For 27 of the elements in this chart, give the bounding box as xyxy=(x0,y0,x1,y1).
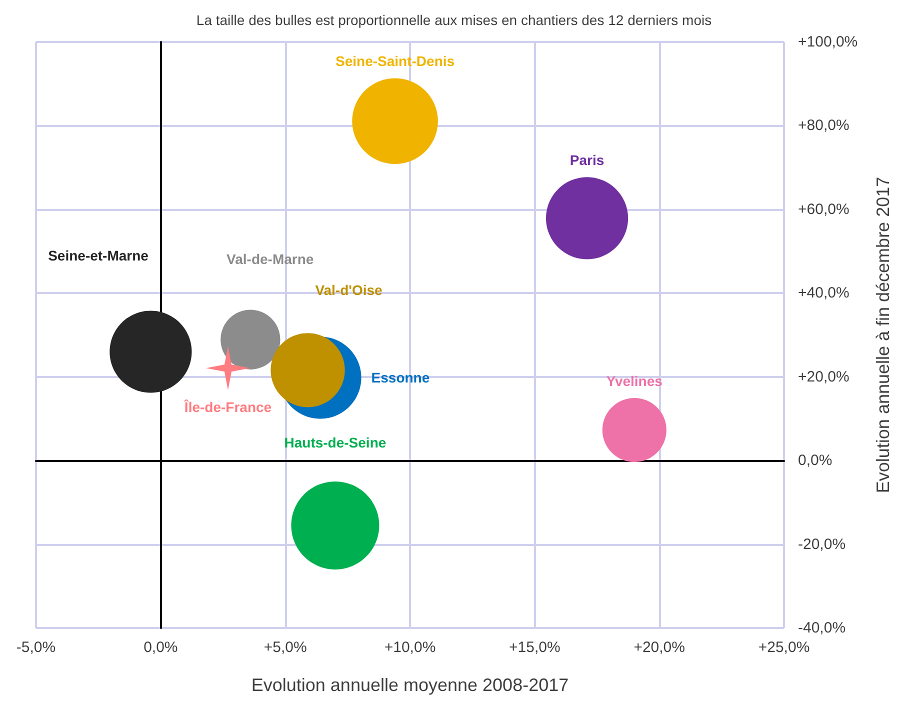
series-label: Yvelines xyxy=(606,372,663,389)
series-label: Seine-Saint-Denis xyxy=(336,53,455,70)
text: Hauts-de-Seine xyxy=(284,434,386,450)
y-tick-label: +20,0% xyxy=(798,368,850,386)
series-label: Paris xyxy=(570,152,604,168)
x-tick-label: +10,0% xyxy=(384,639,436,656)
x-tick-label: +25,0% xyxy=(758,639,810,656)
series-label: Île-de-France xyxy=(183,399,272,416)
x-tick-label: +5,0% xyxy=(264,639,307,656)
x-tick-label: -5,0% xyxy=(16,639,56,656)
y-tick-label: 0,0% xyxy=(798,452,832,470)
y-tick-label: +40,0% xyxy=(798,284,850,302)
y-tick-label: -20,0% xyxy=(798,536,846,553)
y-tick-label: +60,0% xyxy=(798,200,850,218)
text: Val-d'Oise xyxy=(315,282,383,298)
x-tick-label: +15,0% xyxy=(509,639,560,656)
y-tick-label: +100,0% xyxy=(798,34,858,50)
series-label: Essonne xyxy=(371,370,430,386)
x-axis-title: Evolution annuelle moyenne 2008-2017 xyxy=(251,675,569,695)
chart-subtitle: La taille des bulles est proportionnelle aux mises en chantiers des 12 derniers mois xyxy=(196,12,712,28)
y-tick-label: -40,0% xyxy=(798,620,846,636)
y-tick-label: +80,0% xyxy=(798,117,850,134)
x-tick-label: 0,0% xyxy=(144,639,178,656)
x-tick-label: +20,0% xyxy=(634,639,685,656)
y-axis-title: Evolution annuelle à fin décembre 2017 xyxy=(873,176,893,494)
text: Seine-et-Marne xyxy=(48,248,149,264)
text: Val-de-Marne xyxy=(226,250,314,267)
